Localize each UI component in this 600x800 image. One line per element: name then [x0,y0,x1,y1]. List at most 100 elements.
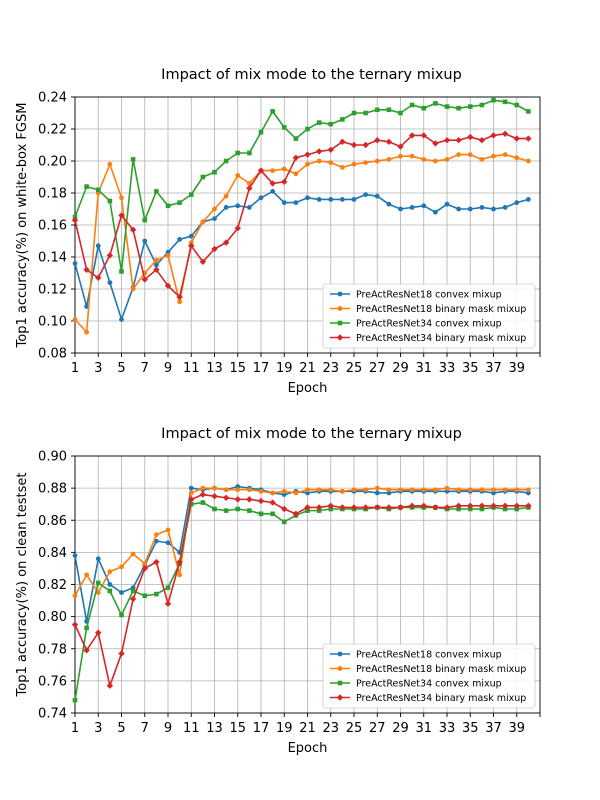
data-point [362,504,369,511]
series-3 [72,97,531,274]
y-tick-label: 0.22 [38,123,67,138]
data-point [142,593,148,599]
data-point [327,502,334,509]
data-point [188,242,195,249]
data-point [386,107,392,113]
chart-title: Impact of mix mode to the ternary mixup [161,426,462,442]
data-point [525,158,531,164]
data-point [491,153,496,159]
x-tick-label: 37 [485,361,502,376]
y-axis-ticks: 0.08 0.10 0.12 0.14 0.16 0.18 0.20 0.22 0.24 [38,91,75,362]
y-tick-label: 0.88 [38,482,67,497]
data-point [222,239,230,246]
data-point [188,192,194,197]
x-tick-label: 15 [229,361,246,376]
data-point [421,105,427,111]
y-tick-label: 0.10 [38,315,67,330]
legend-marker [337,666,343,671]
legend-label: PreActResNet18 convex mixup [356,289,502,300]
legend-marker [337,651,343,657]
data-point [363,160,369,166]
data-point [351,197,357,202]
data-point [188,485,194,491]
data-point [374,485,380,491]
data-point [363,192,369,198]
data-point [223,205,229,210]
data-point [292,510,300,518]
legend-label: PreActResNet34 convex mixup [356,318,502,329]
x-tick-label: 37 [485,721,502,736]
legend-marker [337,320,343,326]
x-tick-label: 15 [229,721,246,736]
data-point [165,540,171,546]
data-point [386,157,392,162]
data-point [525,135,532,142]
data-point [502,152,508,158]
data-point [304,504,311,511]
data-point [281,178,288,185]
legend-label: PreActResNet34 binary mask mixup [356,693,526,704]
data-point [107,280,113,285]
data-point [316,197,322,202]
x-tick-label: 3 [94,721,102,736]
series-line [74,99,529,273]
data-point [269,180,276,187]
data-point [130,286,136,292]
data-point [129,226,137,233]
data-point [153,266,160,273]
data-point [339,504,346,511]
data-point [363,110,368,116]
data-point [328,160,334,166]
data-point [142,217,148,223]
data-point [223,508,229,513]
data-point [305,487,310,493]
data-point [84,572,90,578]
data-point [235,487,241,493]
x-tick-label: 21 [299,361,316,376]
data-point [246,205,252,210]
data-point [247,150,252,156]
x-axis-label: Epoch [288,381,328,396]
data-point [374,107,380,113]
data-point [467,152,473,158]
data-point [119,269,124,274]
data-point [432,140,439,147]
series-line [74,133,529,298]
data-point [328,506,334,512]
data-point [479,487,485,493]
y-tick-label: 0.76 [38,674,67,689]
series-line [74,487,529,597]
y-tick-label: 0.14 [38,251,67,266]
data-point [444,157,450,162]
data-point [456,105,461,111]
data-point [490,502,497,509]
data-point [327,146,334,153]
data-point [374,193,380,199]
x-tick-label: 21 [299,721,316,736]
x-tick-label: 33 [439,361,456,376]
y-tick-label: 0.74 [38,707,67,722]
data-point [350,504,358,511]
legend: PreActResNet18 convex mixup PreActResNet1… [322,643,536,709]
data-point [339,197,345,202]
data-point [165,203,171,209]
data-point [514,506,520,512]
data-point [107,569,113,575]
data-point [257,497,265,505]
series-line [74,501,529,701]
data-point [420,132,427,139]
x-tick-label: 23 [322,361,339,376]
data-point [443,137,451,144]
x-tick-label: 17 [253,361,270,376]
data-point [72,317,78,322]
data-point [455,137,462,144]
data-point [119,590,124,595]
y-tick-label: 0.24 [38,91,67,106]
data-point [514,200,520,206]
data-point [84,184,89,189]
legend-item: PreActResNet34 convex mixup [330,318,502,329]
x-axis-ticks: 1 3 5 7 9 11 13 15 17 19 21 23 25 27 29 31 33 35 37 39 [71,353,541,376]
x-tick-label: 9 [164,361,172,376]
data-point [293,171,299,177]
data-point [130,551,136,557]
